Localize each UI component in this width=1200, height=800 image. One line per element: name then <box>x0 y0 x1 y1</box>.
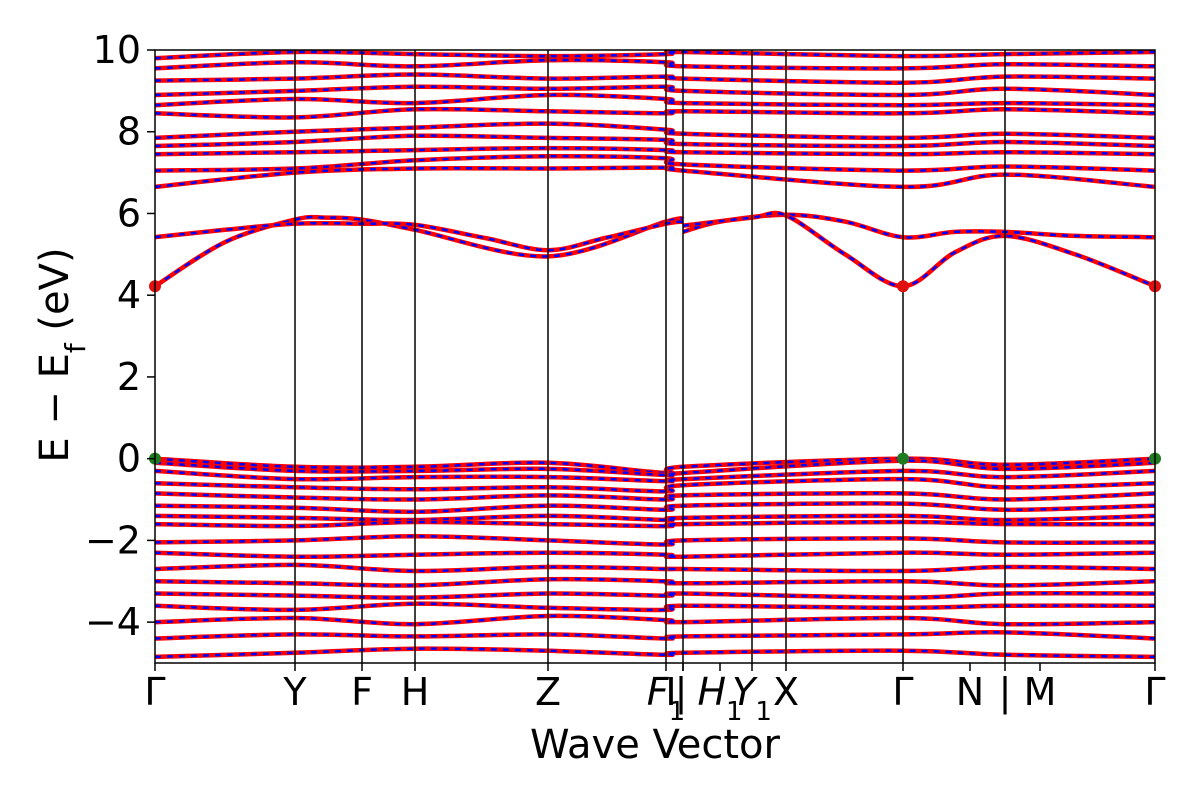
band-line-dashed-29 <box>155 614 1155 626</box>
band-line-dashed-21 <box>155 514 1155 522</box>
x-tick-label-9: Y1 <box>732 670 772 727</box>
band-line-dashed-17 <box>155 469 1155 483</box>
extremum-marker-4 <box>897 452 909 465</box>
plot-frame <box>154 49 1156 664</box>
band-line-dashed-27 <box>155 591 1155 599</box>
band-line-dashed-4 <box>155 166 1155 189</box>
band-line-dashed-8 <box>155 122 1155 140</box>
band-line-dashed-0 <box>155 215 684 288</box>
y-tick-label-6: 8 <box>117 110 141 154</box>
band-line-dashed-26 <box>155 577 1155 587</box>
x-tick-label-11: Γ <box>892 670 913 714</box>
extremum-marker-1 <box>897 280 909 293</box>
x-tick-label-7: | <box>675 670 688 715</box>
y-axis-ticks: −4 −2 0 2 4 6 8 10 <box>85 28 155 644</box>
y-axis-title-unit: (eV) <box>32 247 78 343</box>
band-line-dashed-24 <box>155 551 1155 559</box>
band-line-dashed-16 <box>155 459 1155 477</box>
band-line-dashed-6 <box>155 146 1155 156</box>
y-tick-label-7: 10 <box>93 28 141 72</box>
y-tick-label-1: −2 <box>85 518 141 562</box>
y-tick-label-0: −4 <box>85 600 141 644</box>
band-line-dashed-5 <box>155 154 1155 172</box>
band-line-dashed-12 <box>155 73 1155 84</box>
x-tick-label-5: F1 <box>647 670 685 727</box>
band-line-dashed-23 <box>155 535 1155 546</box>
band-line-dashed-19 <box>155 491 1155 501</box>
x-tick-label-0: Γ <box>144 670 165 714</box>
x-tick-label-8: H1 <box>697 670 742 727</box>
band-line-dashed-3 <box>682 211 1155 288</box>
y-axis-title-subscript: f <box>59 342 92 353</box>
band-line-dashed-10 <box>155 93 1155 107</box>
band-line-dashed-1 <box>155 220 684 252</box>
band-line-dashed-18 <box>155 477 1155 493</box>
band-line-dashed-20 <box>155 502 1155 514</box>
x-tick-label-14: M <box>1024 670 1057 714</box>
x-tick-label-4: Z <box>535 670 561 714</box>
band-line-dashed-13 <box>155 58 1155 70</box>
extremum-markers <box>149 280 1161 465</box>
band-line-dashed-22 <box>155 520 1155 528</box>
y-tick-label-2: 0 <box>117 437 141 481</box>
x-axis-title: Wave Vector <box>530 722 781 768</box>
y-tick-label-3: 2 <box>117 355 141 399</box>
kpoint-divider-lines <box>294 50 1006 663</box>
x-tick-label-1: Y <box>282 670 307 714</box>
band-line-dashed-7 <box>155 134 1155 148</box>
band-line-dashed-14 <box>155 50 1155 60</box>
band-line-dashed-9 <box>155 107 1155 119</box>
x-tick-label-10: X <box>773 670 799 714</box>
x-tick-label-15: Γ <box>1144 670 1165 714</box>
x-tick-label-2: F <box>351 670 373 714</box>
y-tick-label-5: 6 <box>117 191 141 235</box>
x-tick-label-13: | <box>999 670 1012 715</box>
band-line-dashed-25 <box>155 563 1155 573</box>
band-lines-group <box>155 50 1155 660</box>
x-tick-label-6: I <box>665 670 676 714</box>
x-tick-label-12: N <box>956 670 984 714</box>
y-axis-title: E − Ef (eV) <box>32 247 92 462</box>
y-tick-label-4: 4 <box>117 273 141 317</box>
y-axis-title-main: E − E <box>32 353 78 463</box>
x-tick-label-3: H <box>401 670 430 714</box>
band-line-dashed-28 <box>155 602 1155 612</box>
band-line-dashed-30 <box>155 631 1155 640</box>
band-line-dashed-31 <box>155 647 1155 659</box>
band-line-3 <box>682 210 1155 289</box>
band-line-dashed-11 <box>155 85 1155 97</box>
